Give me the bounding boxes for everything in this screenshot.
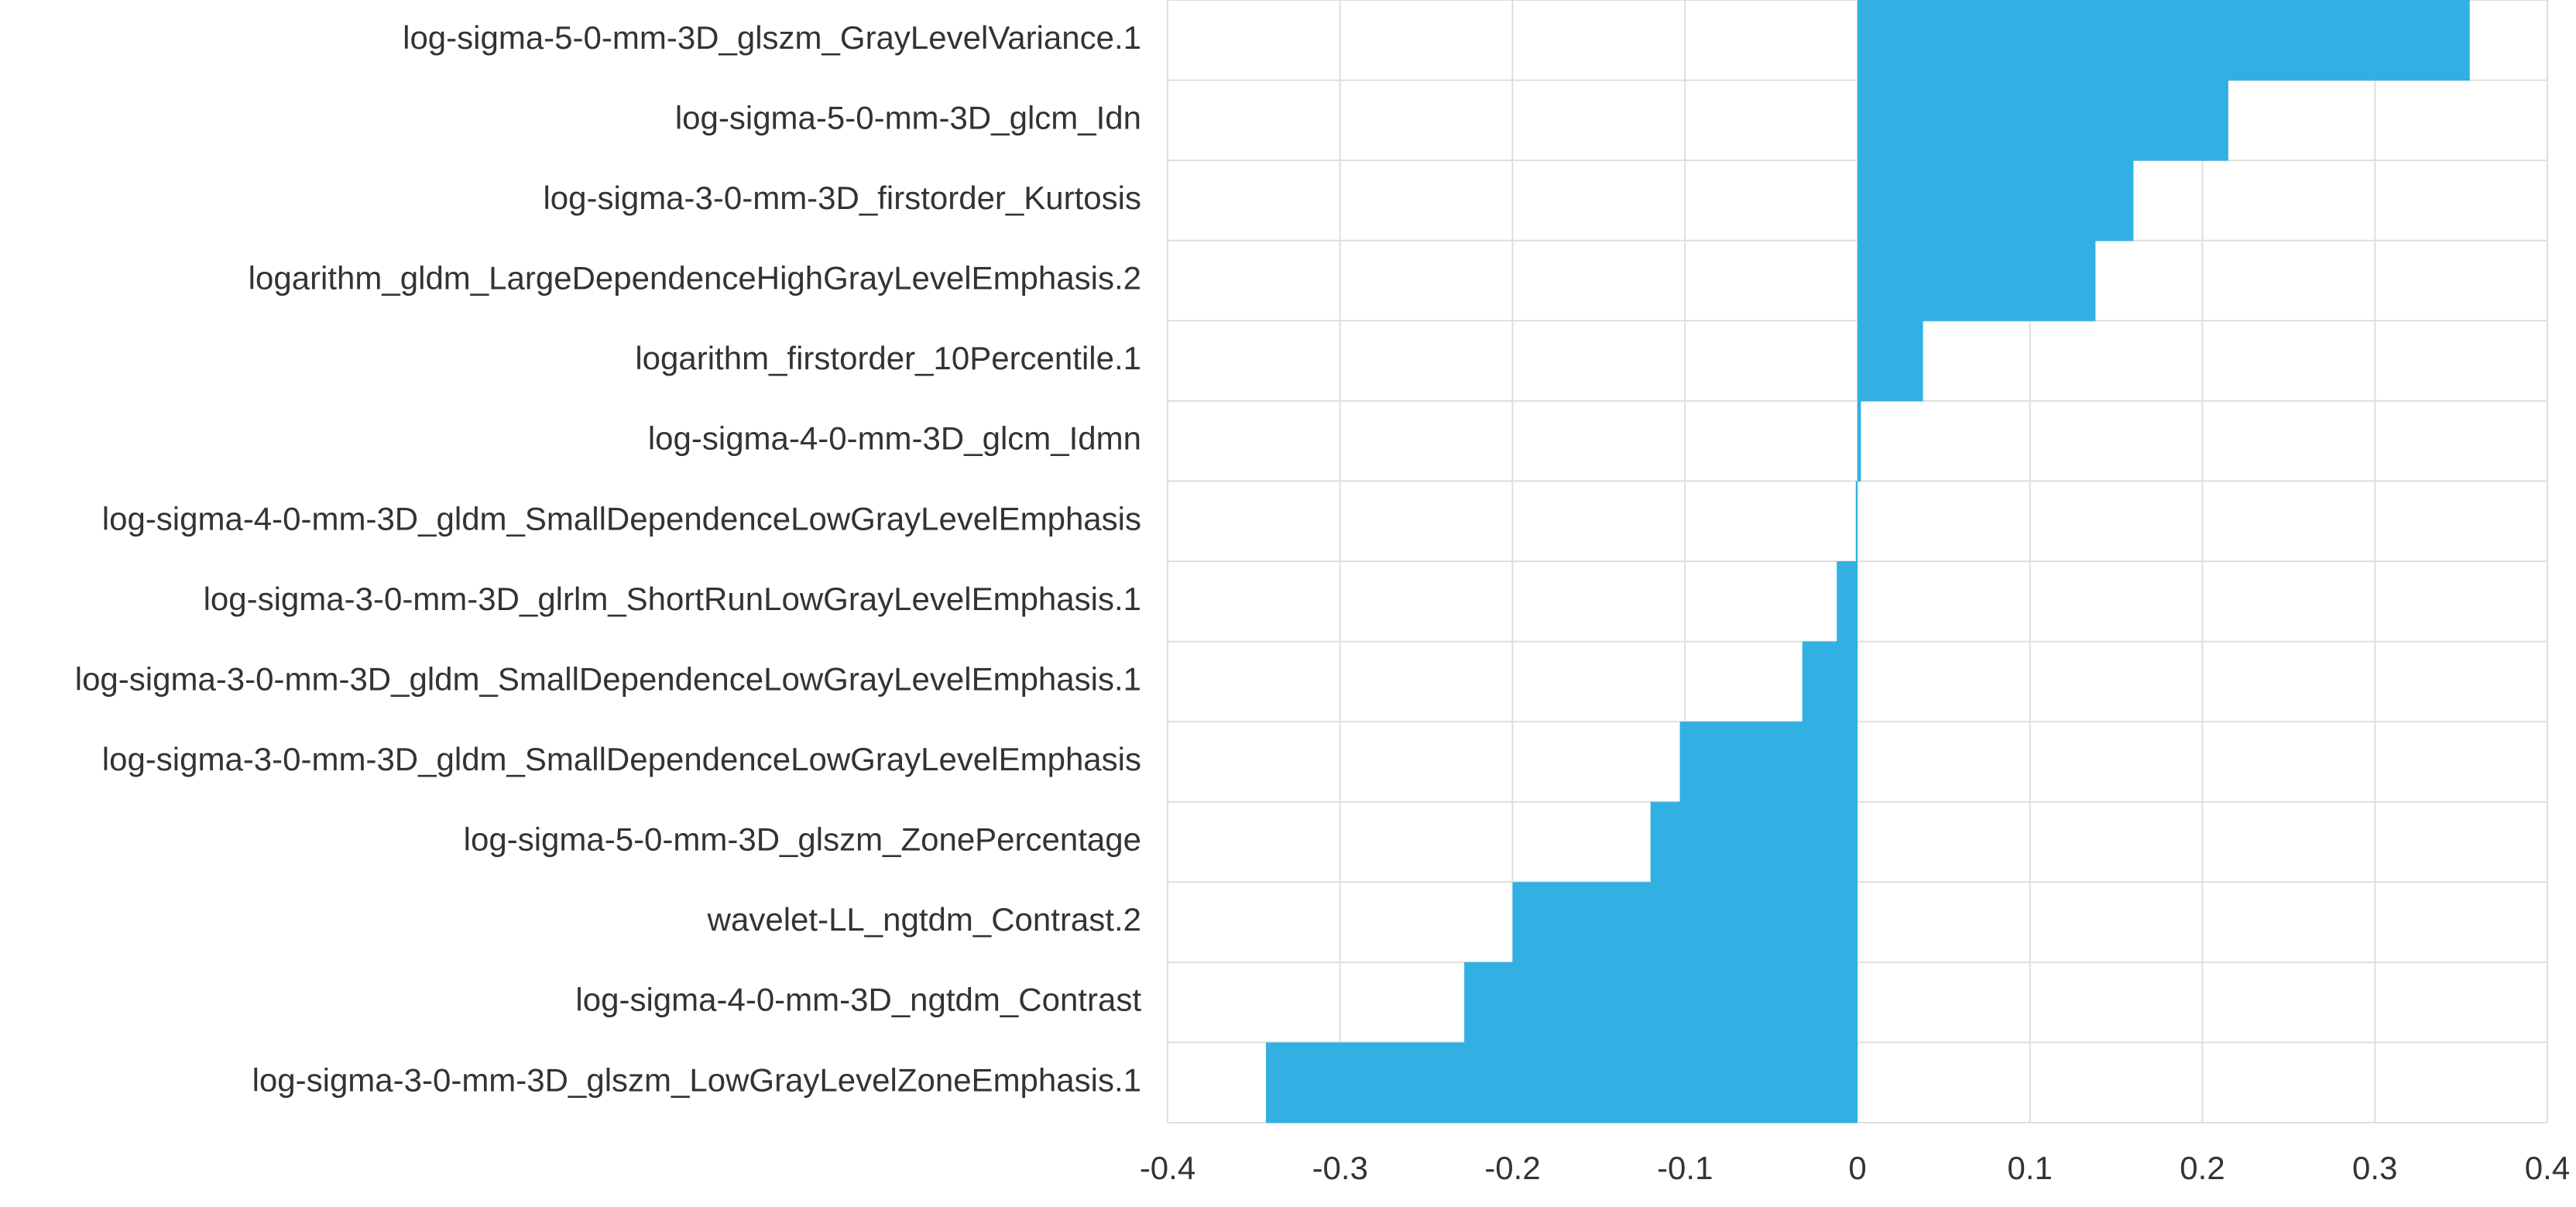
x-tick-labels: -0.4 -0.3 -0.2 -0.1 0 0.1 0.2 0.3 0.4 — [1140, 1150, 2570, 1186]
x-tick-label: -0.1 — [1657, 1150, 1713, 1186]
category-label: log-sigma-5-0-mm-3D_glcm_Idn — [675, 99, 1141, 135]
bar — [1512, 882, 1857, 963]
category-label: log-sigma-4-0-mm-3D_ngtdm_Contrast — [575, 982, 1141, 1018]
bar — [1857, 240, 2096, 321]
category-label: log-sigma-5-0-mm-3D_glszm_GrayLevelVaria… — [403, 19, 1141, 56]
category-label: wavelet-LL_ngtdm_Contrast.2 — [707, 901, 1141, 938]
category-label: log-sigma-3-0-mm-3D_firstorder_Kurtosis — [543, 180, 1141, 216]
category-label: log-sigma-4-0-mm-3D_gldm_SmallDependence… — [102, 500, 1141, 537]
x-tick-label: 0.2 — [2180, 1150, 2224, 1186]
category-labels: log-sigma-5-0-mm-3D_glszm_GrayLevelVaria… — [75, 19, 1142, 1098]
bar — [1857, 0, 2470, 81]
category-label: log-sigma-4-0-mm-3D_glcm_Idmn — [648, 420, 1141, 457]
bar — [1855, 481, 1857, 562]
bar — [1857, 160, 2134, 242]
bar — [1464, 962, 1857, 1043]
x-tick-label: 0.3 — [2352, 1150, 2397, 1186]
bar — [1802, 641, 1857, 722]
x-tick-label: -0.2 — [1484, 1150, 1540, 1186]
x-tick-label: 0.4 — [2525, 1150, 2570, 1186]
category-label: log-sigma-3-0-mm-3D_gldm_SmallDependence… — [75, 660, 1141, 697]
category-label: logarithm_gldm_LargeDependenceHighGrayLe… — [249, 260, 1141, 297]
category-label: log-sigma-5-0-mm-3D_glszm_ZonePercentage — [464, 821, 1141, 858]
x-tick-label: 0 — [1848, 1150, 1866, 1186]
bar — [1857, 80, 2228, 161]
x-tick-label: -0.4 — [1140, 1150, 1195, 1186]
x-tick-label: 0.1 — [2008, 1150, 2053, 1186]
category-label: log-sigma-3-0-mm-3D_glszm_LowGrayLevelZo… — [252, 1061, 1141, 1098]
bar — [1265, 1042, 1857, 1123]
category-label: logarithm_firstorder_10Percentile.1 — [635, 340, 1141, 376]
bars — [1265, 0, 2470, 1123]
bar — [1650, 801, 1857, 883]
bar — [1857, 400, 1861, 482]
category-label: log-sigma-3-0-mm-3D_gldm_SmallDependence… — [102, 741, 1141, 777]
bar — [1857, 321, 1923, 402]
category-label: log-sigma-3-0-mm-3D_glrlm_ShortRunLowGra… — [204, 581, 1141, 617]
bar — [1837, 561, 1857, 643]
bar — [1679, 722, 1857, 803]
x-tick-label: -0.3 — [1312, 1150, 1368, 1186]
